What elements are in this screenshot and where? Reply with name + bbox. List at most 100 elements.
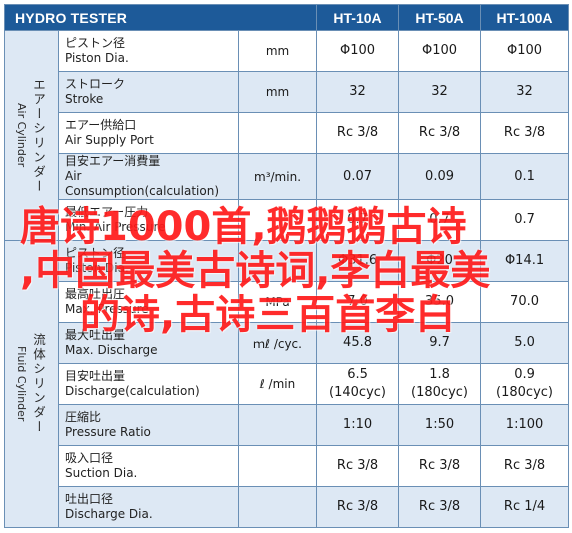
unit-cell: mm xyxy=(237,71,318,113)
value-cell: 0.9 (180cyc) xyxy=(480,363,570,405)
param-en: Piston Dia. xyxy=(65,261,129,275)
air-cylinder-jp-label: エアーシリンダー xyxy=(31,77,46,194)
param-jp: ピストン径 xyxy=(65,246,126,260)
value-cell: Φ20 xyxy=(398,240,482,282)
param-en: Piston Dia. xyxy=(65,51,129,65)
value-cell: Rc 3/8 xyxy=(316,112,400,154)
param-jp: 最高吐出圧 xyxy=(65,287,126,301)
spec-row-air-consumption: 目安エアー消費量 Air Consumption(calculation) m³… xyxy=(5,153,570,200)
value-cell: 0.07 xyxy=(316,153,400,200)
value-main: 6.5 xyxy=(347,367,368,383)
value-sub: (140cyc) xyxy=(329,385,386,400)
fluid-cylinder-en-label: Fluid Cylinder xyxy=(15,346,28,422)
value-cell: 9.7 xyxy=(398,322,482,364)
value-cell: Rc 3/8 xyxy=(480,445,570,487)
model-ht10a-header: HT-10A xyxy=(316,4,400,31)
spec-row-max-pressure: 最高吐出圧 Max. Pressure MPa 7.0 35.0 70.0 xyxy=(5,281,570,323)
value-cell: Φ14.1 xyxy=(480,240,570,282)
param-en: Air Supply Port xyxy=(65,133,154,147)
param-jp: 目安エアー消費量 xyxy=(65,154,161,168)
unit-cell: ｍℓ /cyc. xyxy=(237,322,318,364)
value-cell: 0.1 xyxy=(480,153,570,200)
value-cell: 7.0 xyxy=(316,281,400,323)
param-label: 最高吐出圧 Max. Pressure xyxy=(58,281,239,323)
value-cell: 0.7 xyxy=(398,199,482,241)
table-title: HYDRO TESTER xyxy=(3,4,318,31)
unit-cell: mm xyxy=(237,30,318,72)
value-cell: 45.8 xyxy=(316,322,400,364)
value-cell: 0.7 xyxy=(316,199,400,241)
param-label: 吸入口径 Suction Dia. xyxy=(58,445,239,487)
param-en: Max. Discharge xyxy=(65,343,158,357)
spec-row-discharge-calc: 目安吐出量 Discharge(calculation) ℓ /min 6.5 … xyxy=(5,363,570,405)
param-label: 吐出口径 Discharge Dia. xyxy=(58,486,239,528)
param-label: エアー供給口 Air Supply Port xyxy=(58,112,239,154)
param-en: Discharge Dia. xyxy=(65,507,153,521)
value-cell: Rc 3/8 xyxy=(316,486,400,528)
value-cell: Rc 3/8 xyxy=(398,486,482,528)
value-cell: 70.0 xyxy=(480,281,570,323)
value-cell: Φ100 xyxy=(398,30,482,72)
value-cell: 32 xyxy=(480,71,570,113)
value-cell: 1:100 xyxy=(480,404,570,446)
value-cell: 32 xyxy=(398,71,482,113)
param-jp: 吸入口径 xyxy=(65,451,114,465)
param-label: 最低エアー圧力 Min. Air Pressure xyxy=(58,199,239,241)
spec-row-piston-dia: エアーシリンダー Air Cylinder ピストン径 Piston Dia. … xyxy=(4,30,570,241)
param-jp: 最低エアー圧力 xyxy=(65,205,149,219)
param-jp: 圧縮比 xyxy=(65,410,102,424)
param-label: 最大吐出量 Max. Discharge xyxy=(58,322,239,364)
value-cell: 5.0 xyxy=(480,322,570,364)
spec-row-discharge-dia: 吐出口径 Discharge Dia. Rc 3/8 Rc 3/8 Rc 1/4 xyxy=(5,486,570,528)
fluid-cylinder-jp-label: 流体シリンダー xyxy=(31,333,46,435)
unit-cell xyxy=(237,445,318,487)
spec-table: HYDRO TESTER HT-10A HT-50A HT-100A エアーシリ… xyxy=(3,4,570,528)
value-sub: (180cyc) xyxy=(496,385,553,400)
value-cell: Rc 3/8 xyxy=(480,112,570,154)
param-label: ストローク Stroke xyxy=(58,71,239,113)
value-cell: 1:50 xyxy=(398,404,482,446)
unit-cell xyxy=(237,486,318,528)
air-cylinder-en-label: Air Cylinder xyxy=(15,103,28,168)
value-cell: Rc 3/8 xyxy=(316,445,400,487)
param-label: ピストン径 Piston Dia. xyxy=(58,30,239,72)
value-cell: Rc 3/8 xyxy=(398,112,482,154)
value-main: 0.9 xyxy=(514,367,535,383)
param-jp: 目安吐出量 xyxy=(65,369,126,383)
param-en: Stroke xyxy=(65,92,104,106)
value-cell: 1:10 xyxy=(316,404,400,446)
unit-cell xyxy=(237,112,318,154)
value-cell: Rc 1/4 xyxy=(480,486,570,528)
param-en: Pressure Ratio xyxy=(65,425,151,439)
model-ht100a-header: HT-100A xyxy=(480,4,570,31)
unit-cell: m³/min. xyxy=(237,153,318,200)
spec-row-min-air-pressure: 最低エアー圧力 Min. Air Pressure 0.7 0.7 0.7 xyxy=(5,199,570,241)
value-sub: (180cyc) xyxy=(411,385,468,400)
spec-row-suction-dia: 吸入口径 Suction Dia. Rc 3/8 Rc 3/8 Rc 3/8 xyxy=(5,445,570,487)
value-main: 1.8 xyxy=(429,367,450,383)
air-cylinder-group-label: エアーシリンダー Air Cylinder xyxy=(4,30,59,241)
value-cell: 0.7 xyxy=(480,199,570,241)
spec-row-max-discharge: 最大吐出量 Max. Discharge ｍℓ /cyc. 45.8 9.7 5… xyxy=(5,322,570,364)
param-en: Discharge(calculation) xyxy=(65,384,200,398)
param-label: 目安エアー消費量 Air Consumption(calculation) xyxy=(58,153,239,200)
spec-row-fluid-piston-dia: 流体シリンダー Fluid Cylinder ピストン径 Piston Dia.… xyxy=(4,240,570,528)
spec-row-air-supply-port: エアー供給口 Air Supply Port Rc 3/8 Rc 3/8 Rc … xyxy=(5,112,570,154)
param-en: Suction Dia. xyxy=(65,466,138,480)
unit-cell xyxy=(237,240,318,282)
param-jp: 吐出口径 xyxy=(65,492,114,506)
value-cell: 0.09 xyxy=(398,153,482,200)
param-jp: ピストン径 xyxy=(65,36,126,50)
param-label: ピストン径 Piston Dia. xyxy=(58,240,239,282)
param-en: Max. Pressure xyxy=(65,302,149,316)
param-label: 目安吐出量 Discharge(calculation) xyxy=(58,363,239,405)
unit-cell xyxy=(237,199,318,241)
unit-cell: ℓ /min xyxy=(237,363,318,405)
value-cell: 32 xyxy=(316,71,400,113)
header-row: HYDRO TESTER HT-10A HT-50A HT-100A xyxy=(3,4,570,31)
param-jp: 最大吐出量 xyxy=(65,328,126,342)
value-cell: Rc 3/8 xyxy=(398,445,482,487)
param-label: 圧縮比 Pressure Ratio xyxy=(58,404,239,446)
unit-cell: MPa xyxy=(237,281,318,323)
value-cell: Φ31.6 xyxy=(316,240,400,282)
